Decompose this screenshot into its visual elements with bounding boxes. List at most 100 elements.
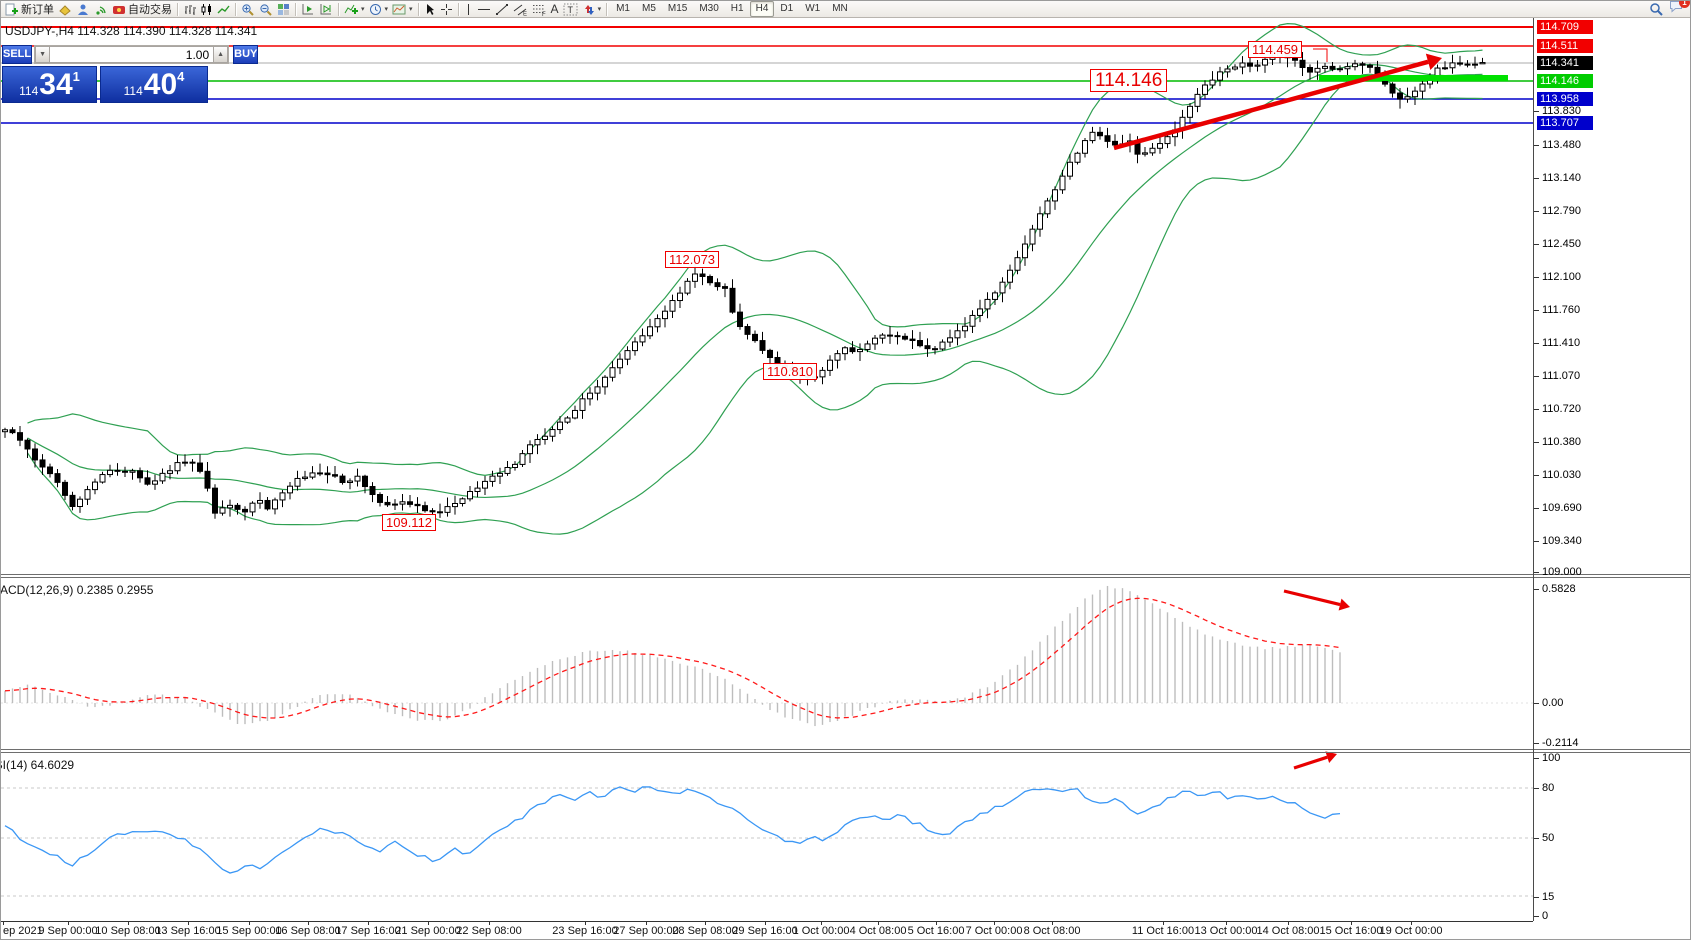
candle-body [159, 472, 166, 482]
channel-tool-button[interactable]: E [511, 2, 530, 17]
vline-tool-button[interactable] [462, 2, 475, 17]
time-tick-label: 11 Oct 16:00 [1131, 925, 1195, 937]
autotrade-icon [113, 5, 125, 14]
time-tick-label: 8 Oct 08:00 [1023, 925, 1081, 937]
timeframe-m15[interactable]: M15 [667, 3, 688, 14]
price-annotation[interactable]: 110.810 [763, 363, 818, 380]
volume-input[interactable] [50, 46, 214, 63]
timeframe-m30[interactable]: M30 [699, 3, 719, 14]
sell-price-display[interactable]: 114 34 1 [2, 66, 97, 103]
zoom-out-button[interactable] [257, 2, 275, 17]
hline-tool-button[interactable] [475, 2, 493, 17]
candle-body [1464, 63, 1471, 66]
tile-windows-button[interactable] [275, 2, 292, 17]
candle-body [122, 470, 128, 473]
candle-body [1299, 59, 1306, 69]
price-annotation[interactable]: 114.146 [1090, 69, 1168, 92]
candle-body [1217, 71, 1223, 81]
indicators-button[interactable]: ▾ [342, 2, 367, 17]
candle-body [182, 461, 188, 464]
volume-decrease-button[interactable]: ▼ [35, 46, 51, 63]
text-tool-button[interactable]: A [549, 2, 561, 17]
time-tick-mark [765, 921, 766, 925]
rsi-scale-tick [1534, 916, 1539, 917]
periods-button[interactable]: ▾ [367, 2, 391, 17]
trendline-tool-button[interactable] [493, 2, 511, 17]
timeframe-d1[interactable]: D1 [780, 3, 794, 14]
candle-body [437, 511, 443, 514]
price-tick-mark [1534, 442, 1539, 443]
candle-body [399, 501, 406, 505]
timeframe-h1[interactable]: H1 [730, 3, 744, 14]
macd-scale-label: -0.2114 [1542, 737, 1579, 749]
candle-body [699, 273, 706, 277]
signals-button[interactable] [92, 2, 110, 17]
timeframe-w1[interactable]: W1 [805, 3, 821, 14]
buy-button[interactable]: BUY [233, 45, 259, 64]
sell-button[interactable]: SELL [2, 45, 33, 64]
candle-body [482, 480, 488, 489]
panel-separator[interactable] [1, 752, 1690, 753]
crosshair-tool-button[interactable] [438, 2, 455, 17]
price-tick-mark [1534, 572, 1539, 573]
autoscroll-button[interactable] [299, 2, 317, 17]
candles-icon [201, 3, 211, 15]
trend-arrow-head [1425, 53, 1442, 71]
timeframe-h4[interactable]: H4 [749, 1, 775, 17]
panel-separator[interactable] [1, 749, 1690, 750]
buy-price-display[interactable]: 114 40 4 [100, 66, 208, 103]
price-tick-mark [1534, 310, 1539, 311]
styles-button[interactable] [56, 2, 74, 17]
bollinger-middle [27, 64, 1483, 499]
candle-body [924, 345, 931, 350]
panel-separator[interactable] [1, 574, 1690, 575]
candle-body [557, 421, 563, 431]
zoom-in-button[interactable] [239, 2, 257, 17]
time-axis-line [1, 921, 1533, 922]
time-tick-label: 27 Sep 00:00 [613, 925, 679, 937]
timeframe-mn[interactable]: MN [832, 3, 848, 14]
time-tick-mark [489, 921, 490, 925]
dropdown-caret: ▾ [409, 5, 413, 13]
timeframe-m5[interactable]: M5 [641, 3, 656, 14]
templates-button[interactable]: ▾ [390, 2, 415, 17]
price-tick-mark [1534, 475, 1539, 476]
price-annotation[interactable]: 114.459 [1248, 41, 1303, 58]
chart-canvas[interactable] [1, 1, 1533, 940]
new-order-button[interactable]: 新订单 [3, 2, 56, 17]
candle-body [47, 466, 53, 475]
search-icon[interactable] [1649, 2, 1663, 16]
indicators-icon [344, 4, 358, 14]
fibonacci-tool-button[interactable]: F [530, 2, 549, 17]
shapes-arrows-icon [584, 4, 594, 15]
candle-body [32, 448, 38, 461]
time-tick-label: 29 Sep 16:00 [732, 925, 798, 937]
text-label-tool-button[interactable]: T [561, 2, 580, 17]
bar-chart-mode-button[interactable] [181, 2, 198, 17]
time-tick-mark [878, 921, 879, 925]
price-scale[interactable]: 113.830 113.480 113.140 112.790 112.450 112.1… [1534, 1, 1690, 939]
autotrade-button[interactable]: 自动交易 [110, 2, 174, 17]
channel-icon: E [513, 4, 527, 16]
line-chart-mode-button[interactable] [215, 2, 232, 17]
candle-body [1014, 257, 1021, 271]
volume-increase-button[interactable]: ▲ [213, 46, 229, 63]
timeframe-m1[interactable]: M1 [616, 3, 630, 14]
bars-icon [185, 4, 196, 15]
candle-body [1224, 68, 1231, 73]
time-axis[interactable]: ep 2021 9 Sep 00:00 10 Sep 08:00 13 Sep 16:… [1, 921, 1533, 939]
price-annotation[interactable]: 109.112 [382, 514, 437, 531]
arrows-tool-button[interactable]: ▾ [580, 2, 604, 17]
price-annotation[interactable]: 112.073 [665, 251, 720, 268]
time-tick-label: 16 Sep 08:00 [275, 925, 341, 937]
profiles-button[interactable] [74, 2, 92, 17]
panel-separator[interactable] [1, 577, 1690, 578]
cursor-tool-button[interactable] [422, 2, 438, 17]
chart-shift-button[interactable] [317, 2, 335, 17]
toolbar-separator [338, 2, 339, 16]
notifications-button[interactable]: 1 [1669, 1, 1690, 18]
candle-body [1074, 152, 1081, 163]
candlestick-mode-button[interactable] [198, 2, 215, 17]
candle-body [977, 308, 983, 316]
time-tick-label: 10 Sep 08:00 [95, 925, 161, 937]
